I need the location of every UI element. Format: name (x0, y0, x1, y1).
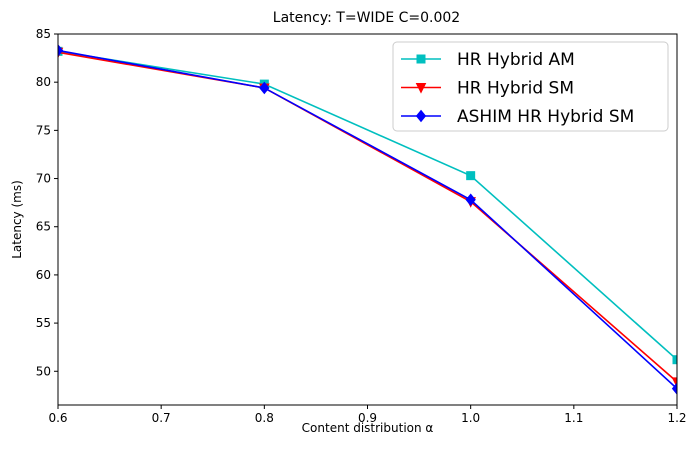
y-tick-label: 65 (36, 220, 51, 234)
series-3 (58, 44, 677, 395)
data-point (671, 382, 677, 395)
legend-marker (416, 54, 426, 64)
x-axis-label: Content distribution α (302, 421, 434, 435)
series-line (58, 49, 677, 390)
legend-entry: ASHIM HR Hybrid SM (401, 107, 634, 127)
x-tick-label: 1.0 (461, 411, 480, 425)
y-tick-label: 70 (36, 172, 51, 186)
data-point (465, 193, 476, 207)
x-tick-label: 1.1 (564, 411, 583, 425)
x-tick-label: 1.2 (667, 411, 686, 425)
legend-marker (415, 83, 427, 94)
x-axis: 0.6 0.7 0.8 0.9 1.0 1.1 1.2 (48, 405, 687, 425)
legend-entry: HR Hybrid SM (401, 79, 574, 99)
y-tick-label: 60 (36, 268, 51, 282)
y-tick-label: 85 (36, 27, 51, 41)
y-tick-label: 75 (36, 123, 51, 137)
chart-title: Latency: T=WIDE C=0.002 (273, 10, 460, 26)
y-tick-label: 80 (36, 75, 51, 89)
data-point (259, 81, 270, 95)
series-layer (58, 44, 677, 395)
legend-box (392, 41, 669, 132)
legend-label: HR Hybrid AM (457, 50, 575, 70)
x-tick-label: 0.9 (358, 411, 377, 425)
y-axis: 50 55 60 65 70 75 80 85 (36, 27, 58, 378)
y-tick-label: 55 (36, 316, 51, 330)
y-axis-label: Latency (ms) (10, 180, 24, 259)
legend-entry: HR Hybrid AM (401, 50, 575, 70)
x-tick-label: 0.8 (255, 411, 274, 425)
series-line (58, 50, 677, 361)
y-tick-label: 50 (36, 364, 51, 378)
data-point (58, 44, 64, 57)
series-line (58, 51, 677, 383)
legend-label: ASHIM HR Hybrid SM (457, 107, 634, 127)
legend-marker (415, 109, 427, 123)
legend: HR Hybrid AM HR Hybrid SM ASHIM HR Hybrid … (392, 41, 669, 132)
data-point (466, 171, 476, 181)
x-tick-label: 0.7 (152, 411, 171, 425)
x-tick-label: 0.6 (48, 411, 67, 425)
data-point (672, 355, 677, 365)
legend-items: HR Hybrid AM HR Hybrid SM ASHIM HR Hybrid … (401, 50, 634, 127)
legend-label: HR Hybrid SM (457, 79, 574, 99)
